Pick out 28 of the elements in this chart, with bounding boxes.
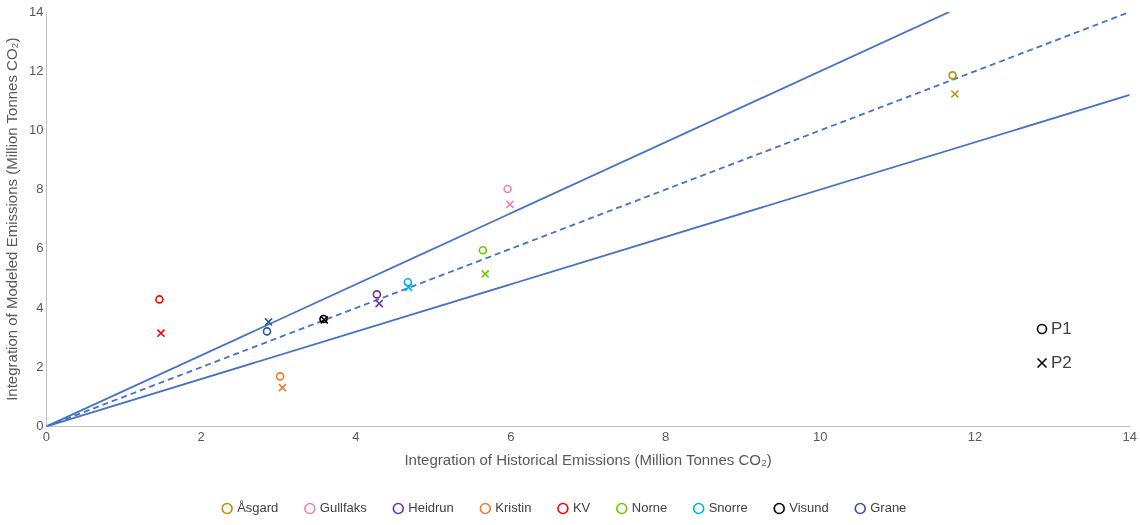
x-tick-label: 8	[661, 428, 670, 444]
annotation: P2	[1051, 352, 1072, 374]
x-tick-label: 4	[352, 428, 360, 444]
x-axis-title: Integration of Historical Emissions (Million Tonnes CO₂)	[404, 451, 772, 469]
x-tick-label: 14	[1122, 428, 1137, 444]
y-tick-label: 10	[28, 121, 44, 137]
x-tick-label: 10	[813, 428, 828, 444]
legend-label: Visund	[789, 500, 829, 516]
legend-label: Heidrun	[408, 500, 454, 516]
y-tick-label: 6	[36, 240, 44, 256]
y-tick-label: 0	[36, 417, 44, 433]
legend-label: Kristin	[495, 500, 532, 516]
y-tick-label: 14	[28, 3, 44, 19]
legend-label: Grane	[870, 500, 907, 516]
y-tick-label: 4	[36, 299, 44, 315]
y-axis-title: Integration of Modeled Emissions (Million Tonnes CO₂)	[3, 37, 21, 401]
annotation: P1	[1051, 318, 1072, 340]
legend-label: Norne	[631, 500, 668, 516]
x-tick-label: 6	[507, 428, 515, 444]
legend-label: Gullfaks	[319, 500, 368, 516]
legend-label: Snorre	[708, 500, 748, 516]
x-tick-label: 12	[967, 428, 983, 444]
legend-label: KV	[572, 500, 591, 516]
y-tick-label: 2	[36, 358, 44, 374]
legend-label: Åsgard	[237, 500, 279, 516]
y-tick-label: 8	[36, 181, 44, 197]
x-tick-label: 2	[197, 428, 205, 444]
y-tick-label: 12	[28, 62, 44, 78]
